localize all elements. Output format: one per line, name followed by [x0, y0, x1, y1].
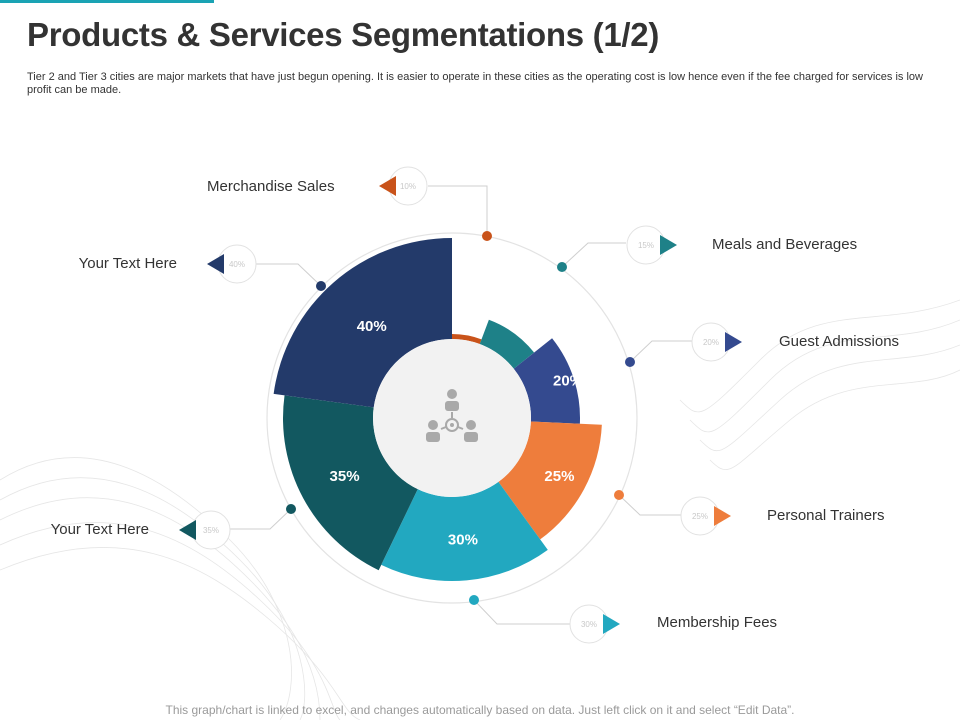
- category-label-membership-fees-4: Membership Fees: [657, 614, 778, 631]
- callout-dot: [482, 231, 492, 241]
- slice-value-label: 35%: [330, 468, 360, 485]
- slice-value-label: 15%: [509, 311, 539, 328]
- callout-badge-value: 20%: [703, 338, 719, 347]
- callout-dot: [557, 262, 567, 272]
- triangle-marker-icon: [179, 520, 196, 540]
- callout-connector: [473, 599, 570, 625]
- category-label-your-text-here-5: Your Text Here: [50, 521, 149, 538]
- triangle-marker-icon: [660, 235, 677, 255]
- triangle-marker-icon: [725, 332, 742, 352]
- callout-badge-value: 40%: [229, 260, 245, 269]
- triangle-marker-icon: [714, 506, 731, 526]
- callout-badge-value: 10%: [400, 182, 416, 191]
- callout-badge-value: 30%: [581, 620, 597, 629]
- category-label-merchandise-sales-0: Merchandise Sales: [207, 178, 335, 195]
- category-label-personal-trainers-3: Personal Trainers: [767, 507, 885, 524]
- slice-value-label: 25%: [544, 468, 574, 485]
- callout-dot: [614, 490, 624, 500]
- triangle-marker-icon: [603, 614, 620, 634]
- slice-value-label: 10%: [459, 290, 489, 307]
- callout-connector: [629, 340, 692, 363]
- category-label-your-text-here-6: Your Text Here: [78, 255, 177, 272]
- category-label-guest-admissions-2: Guest Admissions: [779, 333, 900, 350]
- callout-connector: [230, 508, 292, 530]
- callout-connector: [256, 263, 322, 287]
- callout-badge-value: 15%: [638, 241, 654, 250]
- outer-ring: [266, 232, 638, 604]
- callout-dot: [316, 281, 326, 291]
- people-network-icon: [426, 389, 478, 442]
- slice-value-label: 30%: [448, 532, 478, 549]
- category-label-meals-and-beverages-1: Meals and Beverages: [712, 236, 858, 253]
- pie-slice-guest-admissions-2[interactable]: [513, 338, 580, 424]
- pie-slice-your-text-here-6[interactable]: [273, 238, 452, 408]
- callout-connector: [618, 494, 682, 516]
- accent-bar: [0, 0, 214, 3]
- callout-dot: [625, 357, 635, 367]
- pie-slice-meals-and-beverages-1[interactable]: [479, 319, 535, 369]
- footer-note: This graph/chart is linked to excel, and…: [165, 703, 795, 717]
- callout-badge-value: 25%: [692, 512, 708, 521]
- callout-dot: [286, 504, 296, 514]
- callout-connector: [561, 242, 626, 268]
- callout-connector: [428, 185, 488, 236]
- pie-slice-membership-fees-4[interactable]: [381, 481, 548, 581]
- page-subtitle: Tier 2 and Tier 3 cities are major marke…: [27, 71, 923, 96]
- pie-slice-merchandise-sales-0[interactable]: [452, 334, 482, 345]
- slice-value-label: 20%: [553, 372, 583, 389]
- callout-badge-value: 35%: [203, 526, 219, 535]
- triangle-marker-icon: [207, 254, 224, 274]
- pie-slice-personal-trainers-3[interactable]: [498, 421, 602, 540]
- callout-dot: [469, 595, 479, 605]
- page-title: Products & Services Segmentations (1/2): [27, 16, 660, 53]
- slice-value-label: 40%: [357, 318, 387, 335]
- triangle-marker-icon: [379, 176, 396, 196]
- pie-slice-your-text-here-5[interactable]: [283, 395, 418, 571]
